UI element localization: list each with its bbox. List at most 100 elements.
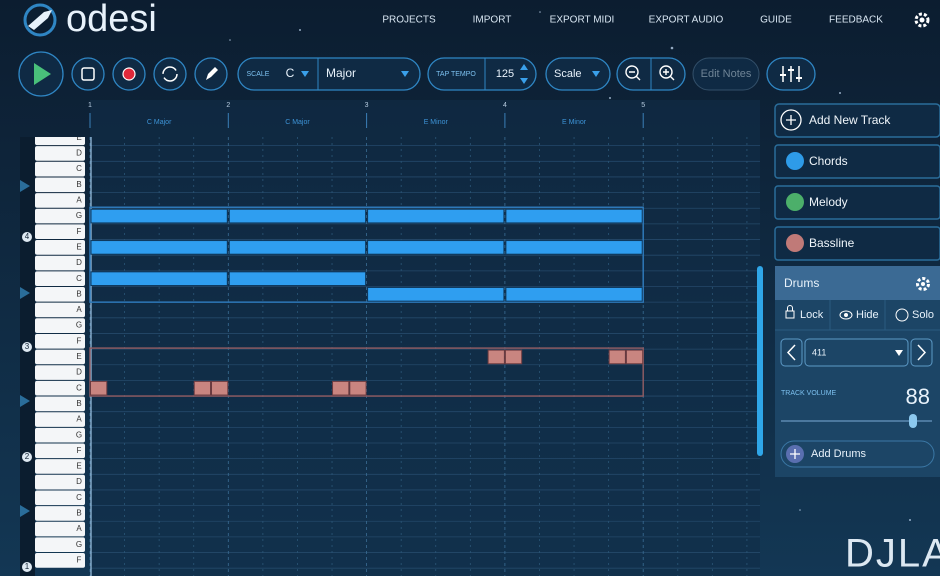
- zoom-out[interactable]: [625, 65, 641, 81]
- record-button[interactable]: [112, 57, 146, 91]
- key-select[interactable]: C: [286, 66, 295, 80]
- piano-key[interactable]: B: [35, 506, 85, 521]
- chord-note[interactable]: [505, 208, 643, 224]
- kit-next[interactable]: [910, 338, 933, 367]
- solo-button[interactable]: Solo: [895, 308, 934, 322]
- pencil-button[interactable]: [194, 57, 228, 91]
- piano-key[interactable]: C: [35, 490, 85, 506]
- chord-note[interactable]: [367, 240, 505, 255]
- chord-note[interactable]: [505, 240, 643, 255]
- nav-item[interactable]: IMPORT: [473, 15, 512, 26]
- piano-key[interactable]: E: [35, 131, 85, 146]
- piano-key[interactable]: A: [35, 193, 85, 208]
- piano-key[interactable]: B: [35, 287, 85, 302]
- play-button[interactable]: [18, 51, 64, 97]
- tempo-stepper[interactable]: [520, 64, 528, 84]
- loop-button[interactable]: [153, 57, 187, 91]
- piano-key[interactable]: G: [35, 208, 85, 224]
- chord-label[interactable]: C Major: [285, 119, 310, 126]
- kit-select[interactable]: 411: [804, 338, 909, 367]
- nav-item[interactable]: PROJECTS: [382, 15, 436, 26]
- nav-item[interactable]: EXPORT AUDIO: [649, 15, 724, 26]
- chord-note[interactable]: [228, 271, 367, 287]
- track-bassline[interactable]: Bassline: [774, 226, 940, 261]
- key-label: B: [76, 289, 81, 298]
- chord-note[interactable]: [228, 240, 367, 255]
- drum-hit[interactable]: [625, 349, 644, 365]
- chord-note[interactable]: [90, 271, 228, 287]
- zoom-handle: [663, 69, 675, 81]
- drum-hit[interactable]: [193, 380, 212, 396]
- nav-item[interactable]: FEEDBACK: [829, 15, 883, 26]
- settings-gear[interactable]: [914, 12, 930, 28]
- chord-label[interactable]: C Major: [147, 119, 172, 126]
- volume-thumb[interactable]: [909, 414, 917, 428]
- zoom-in[interactable]: [659, 65, 675, 81]
- piano-key[interactable]: D: [35, 474, 85, 490]
- mode-select[interactable]: Major: [326, 66, 356, 80]
- piano-key[interactable]: F: [35, 553, 85, 568]
- chord-note[interactable]: [367, 208, 505, 224]
- bar-number: 3: [365, 102, 369, 109]
- chord-note[interactable]: [228, 208, 367, 224]
- octave-badge: [22, 232, 32, 242]
- drum-hit[interactable]: [349, 380, 367, 396]
- key-label: A: [76, 305, 82, 314]
- piano-key[interactable]: F: [35, 224, 85, 240]
- chord-note[interactable]: [90, 208, 228, 224]
- hide-button[interactable]: Hide: [839, 309, 879, 321]
- drum-hit[interactable]: [487, 349, 505, 365]
- piano-key[interactable]: B: [35, 177, 85, 193]
- drum-hit[interactable]: [504, 349, 523, 365]
- piano-key[interactable]: D: [35, 255, 85, 271]
- chord-note[interactable]: [505, 287, 643, 302]
- track-chords[interactable]: Chords: [774, 144, 940, 179]
- octave-badge: [22, 342, 32, 352]
- nav-item[interactable]: GUIDE: [760, 15, 792, 26]
- piano-key[interactable]: E: [35, 240, 85, 255]
- drum-hit[interactable]: [332, 380, 350, 396]
- solo-label: Solo: [912, 309, 934, 321]
- logo[interactable]: odesi: [23, 0, 157, 40]
- piano-key[interactable]: D: [35, 146, 85, 161]
- piano-key[interactable]: A: [35, 302, 85, 318]
- piano-key[interactable]: E: [35, 459, 85, 474]
- piano-key[interactable]: G: [35, 318, 85, 333]
- nav-item[interactable]: EXPORT MIDI: [550, 15, 615, 26]
- chord-note[interactable]: [90, 240, 228, 255]
- mixer-button[interactable]: [766, 57, 816, 91]
- add-track-button[interactable]: Add New Track: [774, 103, 940, 138]
- drum-hit[interactable]: [211, 380, 229, 396]
- track-settings[interactable]: [916, 277, 930, 291]
- scale-button[interactable]: [545, 57, 611, 91]
- add-drums-button[interactable]: Add Drums: [780, 440, 935, 468]
- chord-note[interactable]: [367, 287, 505, 302]
- piano-key[interactable]: G: [35, 427, 85, 443]
- piano-key[interactable]: A: [35, 412, 85, 427]
- edit-notes-button[interactable]: [692, 57, 760, 91]
- piano-key[interactable]: F: [35, 443, 85, 459]
- drum-hit[interactable]: [90, 380, 108, 396]
- tap-tempo-button[interactable]: TAP TEMPO: [436, 71, 476, 78]
- piano-key[interactable]: A: [35, 521, 85, 537]
- drum-hit[interactable]: [608, 349, 626, 365]
- kit-prev[interactable]: [780, 338, 803, 367]
- track-melody[interactable]: Melody: [774, 185, 940, 220]
- piano-key[interactable]: F: [35, 333, 85, 349]
- stop-button[interactable]: [71, 57, 105, 91]
- chord-label[interactable]: E Minor: [562, 119, 587, 126]
- octave-notches: [20, 180, 30, 517]
- track-name: Chords: [809, 154, 848, 168]
- piano-key[interactable]: C: [35, 380, 85, 396]
- piano-key[interactable]: E: [35, 349, 85, 365]
- scrollbar[interactable]: [757, 266, 763, 456]
- piano-key[interactable]: B: [35, 396, 85, 412]
- gear-hub: [921, 282, 925, 286]
- piano-key[interactable]: G: [35, 537, 85, 553]
- lock-button[interactable]: Lock: [785, 305, 824, 321]
- piano-key[interactable]: C: [35, 271, 85, 286]
- piano-key[interactable]: D: [35, 365, 85, 380]
- chord-label[interactable]: E Minor: [424, 119, 449, 126]
- tempo-value[interactable]: 125: [496, 68, 514, 80]
- piano-key[interactable]: C: [35, 161, 85, 177]
